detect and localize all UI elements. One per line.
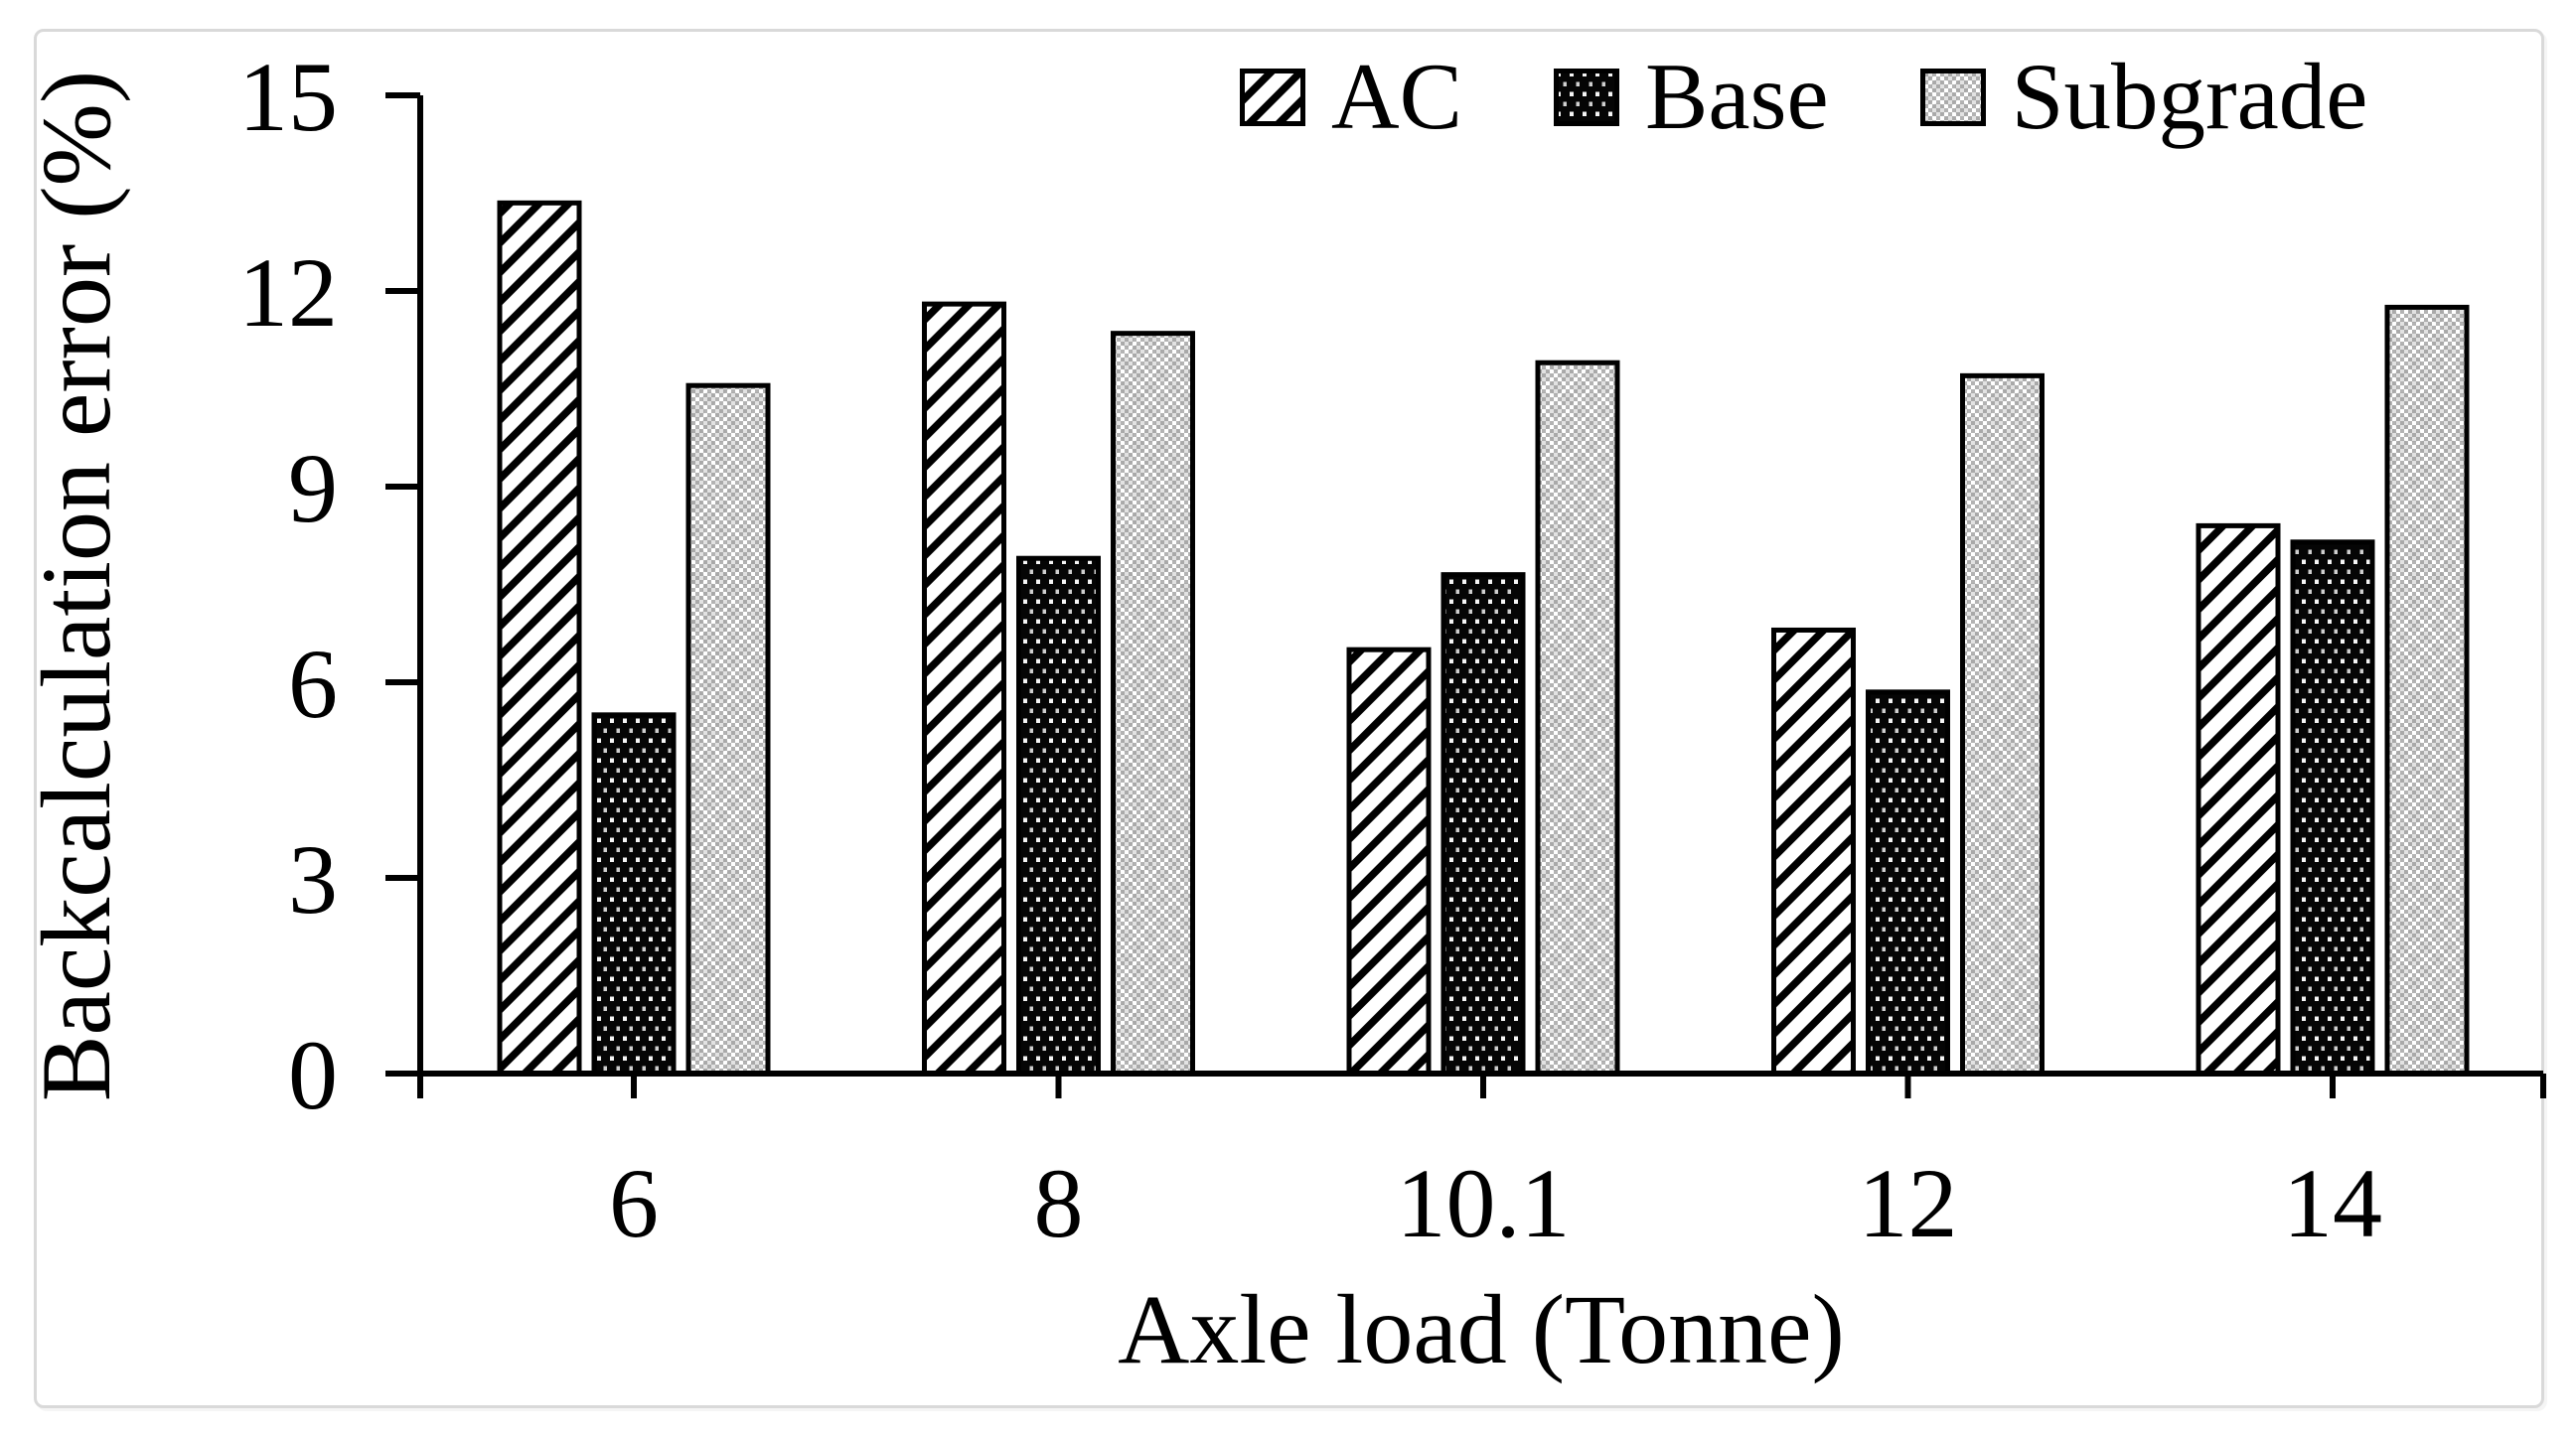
legend-label-base: Base (1644, 44, 1829, 149)
bar-subgrade-12 (1960, 372, 2045, 1077)
axes-layer (385, 92, 2546, 1098)
figure-border (34, 29, 2544, 1408)
bar-subgrade-10.1 (1535, 360, 1620, 1077)
bar-ac-12 (1771, 627, 1856, 1077)
y-tick-label-12: 12 (238, 237, 338, 348)
bar-base-12 (1866, 689, 1950, 1077)
y-axis-title: Backcalculation error (%) (21, 71, 131, 1101)
legend-label-subgrade: Subgrade (2011, 44, 2368, 149)
bar-subgrade-6 (685, 382, 771, 1077)
bar-ac-14 (2196, 522, 2281, 1077)
bar-ac-6 (497, 200, 582, 1077)
x-category-label-14: 14 (2283, 1148, 2382, 1258)
bars-layer (497, 200, 2470, 1077)
y-tick-label-6: 6 (288, 629, 338, 739)
legend-swatch-base-icon (1553, 68, 1619, 126)
bar-base-8 (1016, 555, 1101, 1077)
x-category-label-10.1: 10.1 (1397, 1148, 1571, 1258)
legend: AC Base Subgrade (1240, 50, 2367, 144)
bar-subgrade-14 (2384, 304, 2470, 1077)
y-tick-label-0: 0 (288, 1020, 338, 1130)
legend-item-subgrade: Subgrade (1919, 44, 2368, 149)
x-category-label-12: 12 (1859, 1148, 1958, 1258)
x-category-label-8: 8 (1034, 1148, 1084, 1258)
legend-item-base: Base (1553, 44, 1829, 149)
bar-base-10.1 (1440, 572, 1526, 1077)
legend-label-ac: AC (1331, 44, 1462, 149)
bar-ac-10.1 (1346, 647, 1432, 1077)
y-tick-label-3: 3 (288, 824, 338, 935)
bar-base-14 (2290, 539, 2375, 1077)
bar-ac-8 (922, 301, 1006, 1077)
legend-item-ac: AC (1240, 50, 1462, 144)
y-tick-label-15: 15 (238, 42, 338, 152)
x-category-label-6: 6 (609, 1148, 659, 1258)
legend-swatch-ac-icon (1240, 68, 1305, 126)
bar-base-6 (591, 712, 677, 1077)
bar-subgrade-8 (1111, 331, 1195, 1077)
tick-labels-layer: 0 3 6 9 12 15 6 8 10.1 12 14 (238, 42, 2382, 1258)
y-tick-label-9: 9 (288, 433, 338, 543)
legend-swatch-subgrade-icon (1919, 68, 1986, 126)
x-axis-title: Axle load (Tonne) (1118, 1274, 1845, 1384)
